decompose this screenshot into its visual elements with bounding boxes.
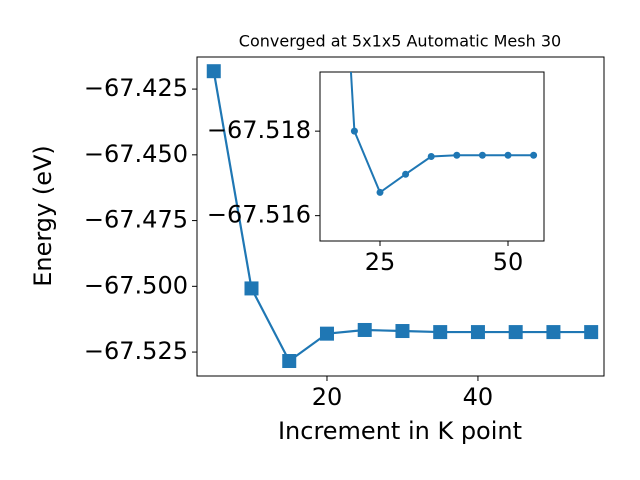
marker	[376, 188, 384, 196]
x-axis-label: Increment in K point	[278, 417, 522, 445]
marker	[504, 151, 512, 159]
marker	[584, 325, 599, 340]
marker	[470, 325, 485, 340]
marker	[244, 281, 259, 296]
marker	[402, 170, 410, 178]
marker	[350, 127, 358, 135]
y-tick-label: −67.525	[84, 337, 188, 365]
x-tick-label: 40	[463, 383, 494, 411]
marker	[206, 64, 221, 79]
y-axis-label: Energy (eV)	[29, 145, 57, 287]
x-tick-label: 25	[365, 248, 396, 276]
y-tick-label: −67.518	[207, 116, 311, 144]
marker	[282, 354, 297, 369]
marker	[530, 151, 538, 159]
marker	[427, 153, 435, 160]
marker	[395, 324, 410, 339]
y-tick-label: −67.425	[84, 74, 188, 102]
y-tick-label: −67.450	[84, 140, 188, 168]
marker	[433, 325, 448, 340]
y-tick-label: −67.500	[84, 271, 188, 299]
chart-title: Converged at 5x1x5 Automatic Mesh 30	[239, 32, 561, 51]
marker	[453, 151, 461, 159]
marker	[478, 151, 486, 159]
y-tick-label: −67.516	[207, 201, 311, 229]
marker	[546, 325, 561, 340]
y-tick-label: −67.475	[84, 206, 188, 234]
marker	[508, 325, 523, 340]
x-tick-label: 20	[312, 383, 343, 411]
marker	[357, 322, 372, 337]
x-tick-label: 50	[493, 248, 524, 276]
marker	[319, 326, 334, 341]
